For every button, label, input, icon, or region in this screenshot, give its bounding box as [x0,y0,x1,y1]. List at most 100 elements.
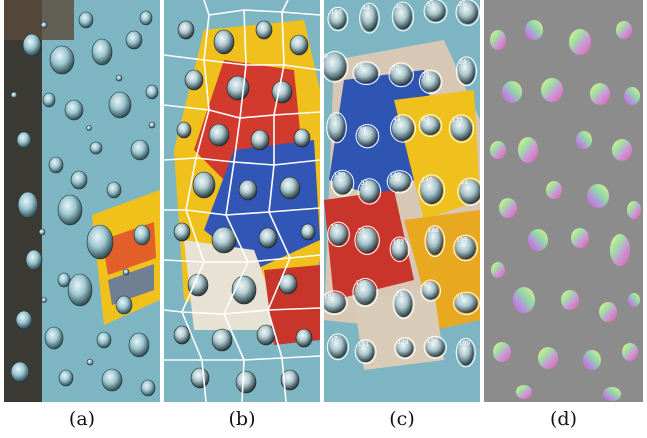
panel-a-droplets [10,10,159,397]
detection-label: 36 [355,63,363,70]
detection-ellipse [455,0,480,26]
detection-label: 188 [427,227,439,234]
panel-b-voronoi-lines [164,0,320,402]
panel-c-svg: 150 44 40 33 26 9 36 32 36 24 35 39 49 83 135 130 37 109 1… [324,0,480,402]
droplet [361,4,378,32]
detection-ellipse [420,279,442,302]
droplet [328,113,345,142]
droplet [356,341,375,363]
detection-label: 163 [393,239,405,246]
droplet [457,1,478,24]
detection-ellipse [355,123,380,149]
detection-label: 136 [427,338,439,345]
detection-ellipse [354,225,380,255]
droplet [324,52,347,81]
panel-b-voronoi-overlay [164,0,320,402]
caption-c: (c) [389,408,415,430]
detection-ellipse [386,170,413,194]
panel-a-svg [4,0,160,402]
detection-ellipse [388,62,414,88]
detection-ellipse [324,50,349,83]
detection-label: 26 [458,1,466,8]
detection-ellipse [452,291,480,316]
droplet [328,335,348,359]
detection-ellipse [418,114,443,138]
droplet [359,180,380,203]
detection-ellipse [392,288,415,320]
detection-label: 19 [456,294,464,301]
detection-label: 150 [330,9,342,16]
droplet [422,281,440,300]
detection-ellipse [326,333,350,361]
droplet [356,227,378,253]
droplet [459,179,480,204]
detection-label: 82 [423,281,431,288]
detection-label: 44 [460,180,468,187]
droplet [332,171,353,195]
detection-label: 37 [361,180,369,187]
droplet [390,64,412,86]
caption-a: (a) [68,408,96,430]
detection-ellipse [457,177,480,206]
droplet [455,236,476,260]
detection-label: 199 [459,340,471,347]
panel-c-detections: 150 44 40 33 26 9 36 32 36 24 35 39 49 83 135 130 37 109 1… [324,0,480,402]
detection-ellipse [359,2,380,34]
detection-label: 135 [452,116,464,123]
detection-label: 192 [324,292,335,299]
detection-ellipse [357,178,382,205]
detection-label: 140 [421,176,433,183]
droplet [329,223,348,246]
droplet [393,3,413,30]
detection-ellipse [326,111,347,144]
detection-ellipse [455,56,478,87]
droplet [420,176,444,205]
panel-a-droplet-photo [4,0,160,402]
droplet [426,227,444,256]
detection-ellipse [354,339,377,365]
droplet [457,339,474,366]
droplet [354,279,377,305]
detection-ellipse [418,174,446,207]
panel-c-detection-ellipses [324,0,480,368]
detection-ellipse [424,225,446,258]
caption-b: (b) [228,408,256,430]
detection-label: 57 [330,335,338,342]
panel-c-candy [324,40,480,370]
detection-label: 130 [334,172,346,179]
detection-label: 109 [390,172,402,179]
detection-label: 191 [358,341,370,348]
detection-label: 128 [397,339,409,346]
droplet [324,292,346,314]
droplet [329,8,347,30]
droplet [425,1,446,22]
detection-ellipse [330,169,355,197]
droplet [450,116,473,141]
detection-label: 24 [459,58,467,65]
droplet [391,238,408,261]
detection-ellipse [448,114,475,143]
panel-a-candy-bar [92,190,160,325]
droplet [391,116,415,141]
detection-label: 49 [393,116,401,123]
detection-label: 9 [324,53,328,60]
detection-label: 33 [427,1,435,8]
panel-d-svg [484,0,643,402]
droplet [394,290,413,318]
detection-ellipse [327,6,349,32]
detection-ellipse [394,337,416,360]
detection-label: 36 [422,72,430,79]
detection-ellipse [453,234,478,262]
droplet [457,58,476,85]
detection-ellipse [418,69,443,94]
detection-label: 40 [395,4,403,11]
panel-d-normal-map [484,0,643,402]
detection-label: 199 [456,237,468,244]
detection-label: 39 [359,126,367,133]
panel-d-droplet-normals [490,20,641,401]
detection-ellipse [352,277,379,307]
detection-label: 44 [362,5,370,12]
panel-b-svg [164,0,320,402]
detection-ellipse [324,290,348,316]
